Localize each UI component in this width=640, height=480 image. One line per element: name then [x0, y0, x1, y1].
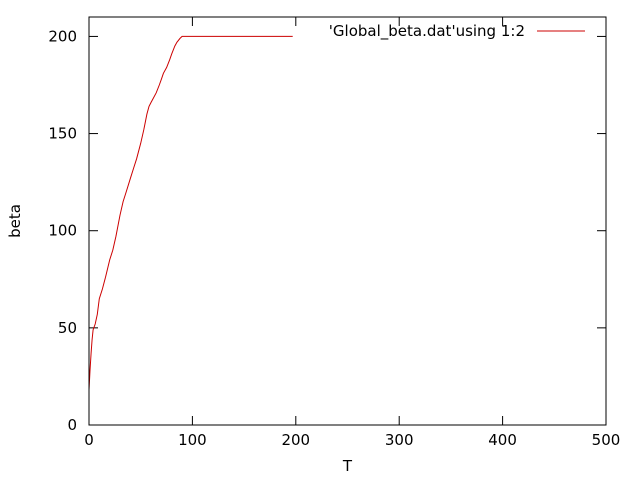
- plot-frame: [88, 16, 607, 426]
- y-tick-label: 150: [48, 125, 77, 143]
- y-axis-label: beta: [6, 204, 24, 238]
- x-tick-label: 200: [281, 431, 310, 449]
- x-tick-label: 300: [385, 431, 414, 449]
- x-axis-label: T: [342, 457, 353, 475]
- legend: 'Global_beta.dat'using 1:2: [329, 22, 585, 41]
- x-tick-label: 400: [488, 431, 517, 449]
- x-tick-label: 100: [178, 431, 207, 449]
- y-tick-label: 0: [67, 416, 77, 434]
- y-tick-label: 200: [48, 27, 77, 45]
- legend-entry-label: 'Global_beta.dat'using 1:2: [329, 22, 525, 41]
- ticks-layer: 0 100 200 300 400 500 0 50 100 150 200: [48, 17, 620, 449]
- y-tick-label: 100: [48, 222, 77, 240]
- x-tick-label: 500: [592, 431, 621, 449]
- series-layer: [88, 35, 293, 391]
- series-line: [88, 35, 293, 391]
- y-tick-label: 50: [58, 319, 77, 337]
- x-tick-label: 0: [84, 431, 94, 449]
